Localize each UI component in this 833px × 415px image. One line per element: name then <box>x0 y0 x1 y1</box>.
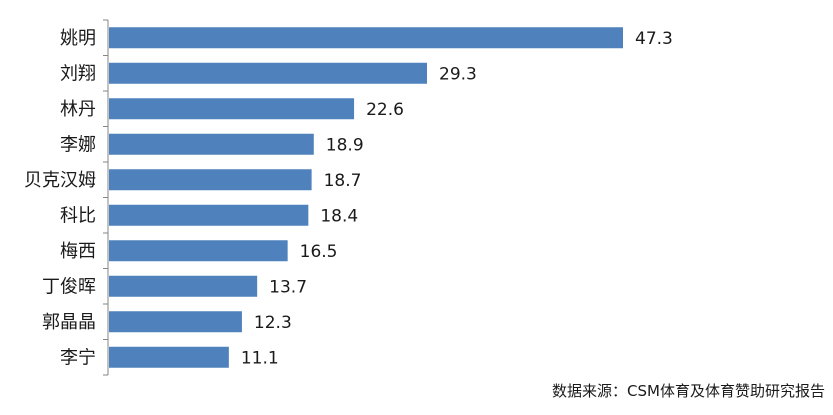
category-label: 丁俊晖 <box>42 276 96 297</box>
value-label: 47.3 <box>635 29 673 49</box>
value-label: 18.7 <box>324 171 362 191</box>
bar-2 <box>109 98 355 120</box>
bar-3 <box>109 133 314 155</box>
labels-layer: 姚明 47.3 刘翔 29.3 林丹 22.6 李娜 18.9 贝克汉姆 18.7 科比 18.4 梅西… <box>24 28 673 369</box>
bar-0 <box>109 27 623 49</box>
source-note: 数据来源：CSM体育及体育赞助研究报告 <box>552 382 825 400</box>
value-label: 13.7 <box>269 277 307 297</box>
value-label: 22.6 <box>366 100 404 120</box>
bar-5 <box>109 204 309 226</box>
category-label: 姚明 <box>60 28 96 49</box>
bar-4 <box>109 169 312 191</box>
category-label: 梅西 <box>60 241 96 262</box>
value-label: 16.5 <box>300 242 338 262</box>
value-label: 29.3 <box>439 64 477 84</box>
bar-6 <box>109 240 288 262</box>
value-label: 18.9 <box>326 135 364 155</box>
category-label: 刘翔 <box>60 63 96 84</box>
bars-layer <box>103 19 623 376</box>
category-label: 科比 <box>60 205 96 226</box>
bar-1 <box>109 62 428 84</box>
bar-9 <box>109 346 229 368</box>
category-label: 林丹 <box>60 99 96 120</box>
value-label: 18.4 <box>320 206 358 226</box>
bar-8 <box>109 311 242 333</box>
category-label: 李娜 <box>60 134 96 155</box>
value-label: 11.1 <box>241 348 279 368</box>
category-label: 李宁 <box>60 347 96 368</box>
value-label: 12.3 <box>254 313 292 333</box>
bar-7 <box>109 275 258 297</box>
category-label: 郭晶晶 <box>42 312 96 333</box>
category-label: 贝克汉姆 <box>24 170 96 191</box>
